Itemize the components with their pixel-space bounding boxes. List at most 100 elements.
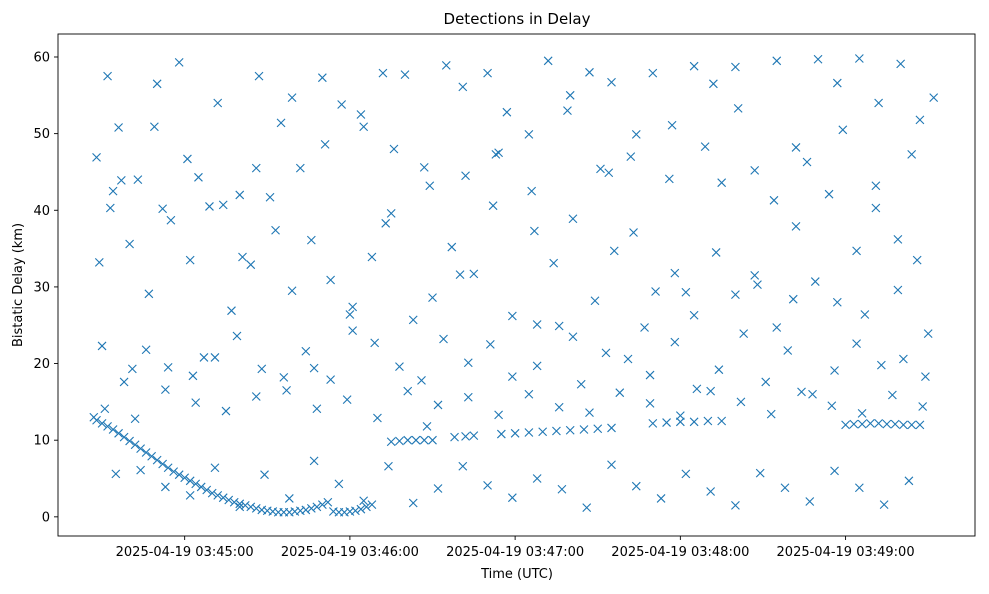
detection-point (309, 456, 319, 466)
detection-point (317, 73, 327, 83)
detection-point (857, 419, 867, 429)
detection-point (929, 93, 939, 103)
detection-point (783, 346, 793, 355)
detection-point (196, 482, 206, 492)
detection-point (912, 255, 922, 265)
detection-point (282, 385, 291, 395)
detection-point (163, 363, 173, 372)
detection-point (108, 186, 118, 196)
detection-point (210, 463, 220, 473)
detection-point (381, 218, 391, 228)
detection-point (395, 436, 404, 446)
detection-point (830, 366, 839, 375)
y-tick-label: 0 (42, 510, 50, 525)
detection-point (731, 500, 740, 510)
detection-point (367, 500, 377, 509)
detection-point (408, 498, 418, 508)
detection-point (295, 163, 305, 173)
detection-point (485, 340, 495, 349)
detection-point (791, 143, 801, 152)
detection-point (645, 399, 655, 408)
detection-point (915, 420, 925, 430)
detection-point (772, 323, 782, 332)
detection-point (386, 437, 396, 447)
detection-point (887, 390, 897, 400)
detection-point (907, 420, 917, 430)
detection-point (326, 275, 336, 285)
plot-frame (57, 33, 976, 537)
detection-point (439, 334, 448, 344)
detection-point (733, 103, 743, 113)
detection-point (458, 82, 468, 92)
detection-point (810, 277, 820, 286)
detection-point (736, 397, 746, 407)
detection-point (185, 255, 195, 265)
detection-point (876, 360, 886, 370)
detection-point (235, 190, 245, 200)
detection-point (631, 130, 641, 139)
detection-point (714, 365, 724, 375)
detection-point (411, 435, 421, 445)
detection-point (125, 436, 134, 446)
detection-point (408, 315, 418, 325)
detection-point (483, 481, 492, 490)
detection-point (94, 258, 104, 267)
detection-point (899, 354, 908, 364)
detection-point (130, 440, 140, 450)
detection-point (227, 306, 236, 316)
detection-point (802, 157, 812, 167)
detection-point (119, 432, 129, 442)
detection-point (601, 348, 611, 358)
detection-point (323, 497, 333, 507)
detection-point (896, 59, 906, 69)
detection-point (191, 398, 201, 408)
detection-point (276, 118, 286, 128)
detection-point (530, 226, 539, 236)
detection-point (667, 120, 677, 130)
detection-point (356, 504, 366, 514)
detection-point (507, 372, 517, 381)
detection-point (565, 90, 575, 100)
detection-point (251, 392, 261, 401)
detection-point (557, 484, 567, 494)
detection-point (417, 376, 426, 385)
detection-point (92, 415, 101, 425)
detection-point (609, 246, 619, 256)
detection-point (510, 428, 520, 438)
detection-point (395, 362, 404, 372)
detection-point (664, 174, 674, 184)
detection-point (788, 294, 798, 304)
detection-point (706, 487, 716, 496)
detection-point (832, 78, 842, 88)
detection-point (923, 329, 933, 339)
detection-point (689, 310, 699, 320)
detection-point (590, 296, 600, 306)
detection-point (447, 242, 457, 252)
detection-point (205, 202, 214, 211)
detection-point (832, 297, 842, 307)
detection-point (378, 68, 388, 78)
detection-point (422, 422, 432, 431)
detection-point (615, 388, 625, 398)
detection-point (469, 431, 479, 440)
detection-point (207, 488, 217, 498)
detection-point (235, 499, 245, 509)
detection-point (161, 385, 170, 395)
detection-point (419, 162, 429, 172)
detection-point (593, 424, 603, 434)
detection-point (428, 435, 437, 445)
detection-point (882, 419, 892, 429)
detection-point (224, 495, 234, 505)
detection-point (158, 204, 168, 214)
detection-point (463, 358, 473, 368)
detection-point (108, 425, 118, 434)
detection-point (703, 416, 713, 426)
detection-point (631, 481, 641, 491)
detection-point (656, 494, 666, 503)
detection-point (400, 70, 410, 80)
detection-point (805, 497, 815, 506)
detection-point (136, 444, 146, 454)
detection-point (739, 329, 749, 339)
